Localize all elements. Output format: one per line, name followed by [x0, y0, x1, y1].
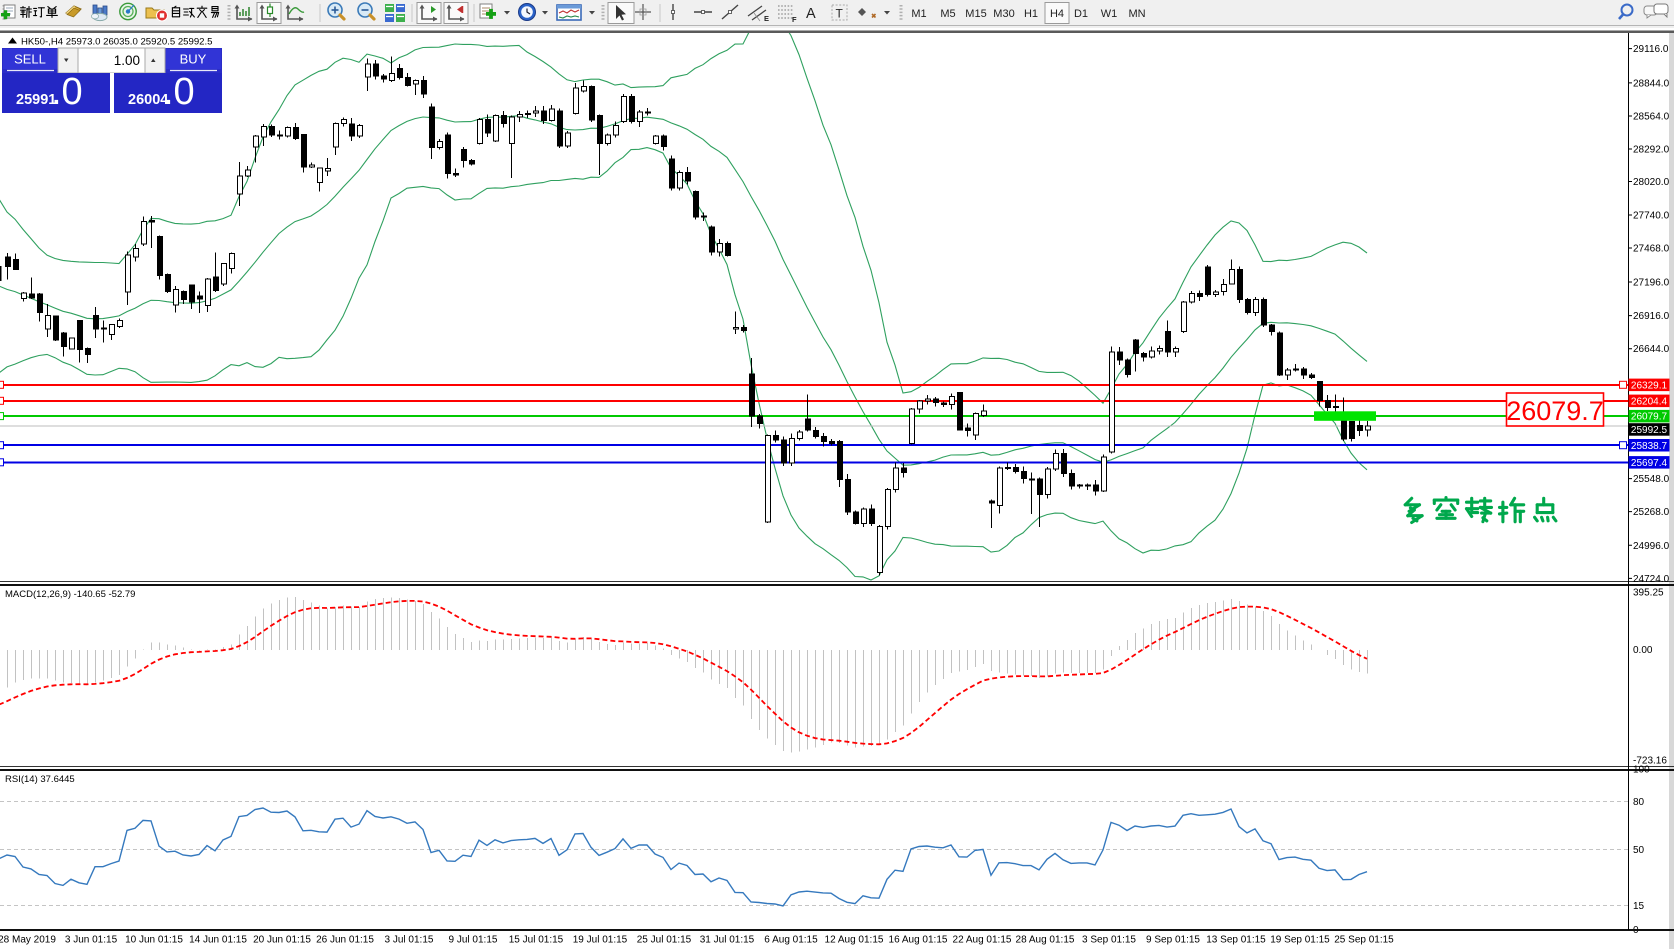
svg-text:3 Jul 01:15: 3 Jul 01:15 [385, 935, 434, 946]
svg-text:0.00: 0.00 [1633, 645, 1653, 656]
svg-text:29116.0: 29116.0 [1633, 44, 1669, 55]
svg-text:25268.0: 25268.0 [1633, 507, 1670, 518]
svg-text:6 Aug 01:15: 6 Aug 01:15 [764, 935, 818, 946]
svg-text:H1: H1 [1024, 8, 1038, 20]
svg-text:28564.0: 28564.0 [1633, 112, 1670, 123]
svg-text:D1: D1 [1074, 8, 1088, 20]
svg-text:9 Jul 01:15: 9 Jul 01:15 [449, 935, 498, 946]
svg-text:28 May 2019: 28 May 2019 [0, 935, 56, 946]
svg-text:MN: MN [1128, 8, 1145, 20]
svg-text:M1: M1 [911, 8, 926, 20]
svg-text:19 Sep 01:15: 19 Sep 01:15 [1270, 935, 1330, 946]
svg-text:25548.0: 25548.0 [1633, 474, 1670, 485]
svg-text:28020.0: 28020.0 [1633, 177, 1670, 188]
svg-text:28292.0: 28292.0 [1633, 145, 1670, 156]
svg-text:25 Jul 01:15: 25 Jul 01:15 [637, 935, 692, 946]
svg-text:BUY: BUY [180, 52, 207, 67]
svg-text:26204.4: 26204.4 [1631, 396, 1668, 407]
svg-text:100: 100 [1633, 765, 1650, 776]
svg-text:15 Jul 01:15: 15 Jul 01:15 [509, 935, 564, 946]
svg-text:M15: M15 [965, 8, 986, 20]
svg-text:26 Jun 01:15: 26 Jun 01:15 [316, 935, 374, 946]
svg-text:10 Jun 01:15: 10 Jun 01:15 [125, 935, 183, 946]
svg-text:MACD(12,26,9) -140.65 -52.79: MACD(12,26,9) -140.65 -52.79 [5, 589, 135, 600]
svg-text:25838.7: 25838.7 [1631, 441, 1668, 452]
svg-text:19 Jul 01:15: 19 Jul 01:15 [573, 935, 628, 946]
svg-text:HK50-,H4 25973.0 26035.0 2592: HK50-,H4 25973.0 26035.0 25920.5 25992.5 [21, 37, 213, 48]
svg-text:26079.7: 26079.7 [1631, 412, 1668, 423]
svg-text:W1: W1 [1101, 8, 1118, 20]
svg-text:SELL: SELL [14, 52, 46, 67]
svg-text:9 Sep 01:15: 9 Sep 01:15 [1146, 935, 1200, 946]
svg-text:15: 15 [1633, 901, 1645, 912]
svg-text:3 Jun 01:15: 3 Jun 01:15 [65, 935, 118, 946]
svg-text:25697.4: 25697.4 [1631, 458, 1668, 469]
svg-text:14 Jun 01:15: 14 Jun 01:15 [189, 935, 247, 946]
svg-text:.0: .0 [51, 71, 83, 113]
svg-text:80: 80 [1633, 797, 1645, 808]
svg-text:13 Sep 01:15: 13 Sep 01:15 [1206, 935, 1266, 946]
svg-text:28 Aug 01:15: 28 Aug 01:15 [1016, 935, 1075, 946]
svg-text:24996.0: 24996.0 [1633, 541, 1670, 552]
svg-text:A: A [806, 6, 816, 22]
svg-text:F: F [792, 15, 797, 24]
svg-text:1.00: 1.00 [114, 53, 140, 68]
svg-text:H4: H4 [1050, 8, 1064, 20]
svg-text:20 Jun 01:15: 20 Jun 01:15 [253, 935, 311, 946]
svg-text:26916.0: 26916.0 [1633, 311, 1670, 322]
svg-text:50: 50 [1633, 845, 1645, 856]
svg-text:RSI(14) 37.6445: RSI(14) 37.6445 [5, 774, 75, 785]
svg-text:24724.0: 24724.0 [1633, 574, 1670, 585]
svg-text:31 Jul 01:15: 31 Jul 01:15 [700, 935, 755, 946]
svg-text:26329.1: 26329.1 [1631, 380, 1668, 391]
svg-text:22 Aug 01:15: 22 Aug 01:15 [953, 935, 1012, 946]
svg-text:-723.16: -723.16 [1633, 756, 1667, 767]
svg-text:E: E [764, 14, 769, 23]
svg-text:25991: 25991 [16, 92, 56, 108]
svg-text:28844.0: 28844.0 [1633, 78, 1670, 89]
svg-text:T: T [836, 7, 844, 21]
svg-text:12 Aug 01:15: 12 Aug 01:15 [825, 935, 884, 946]
svg-text:26004: 26004 [128, 92, 168, 108]
svg-text:27468.0: 27468.0 [1633, 244, 1670, 255]
svg-text:25 Sep 01:15: 25 Sep 01:15 [1334, 935, 1394, 946]
svg-text:.0: .0 [163, 71, 195, 113]
svg-text:395.25: 395.25 [1633, 588, 1664, 599]
svg-text:16 Aug 01:15: 16 Aug 01:15 [889, 935, 948, 946]
svg-text:26079.7: 26079.7 [1506, 396, 1604, 426]
svg-text:3 Sep 01:15: 3 Sep 01:15 [1082, 935, 1136, 946]
svg-text:25992.5: 25992.5 [1631, 425, 1668, 436]
svg-text:27740.0: 27740.0 [1633, 211, 1670, 222]
svg-text:27196.0: 27196.0 [1633, 278, 1670, 289]
svg-text:26644.0: 26644.0 [1633, 344, 1670, 355]
svg-text:M5: M5 [940, 8, 955, 20]
svg-text:M30: M30 [993, 8, 1014, 20]
